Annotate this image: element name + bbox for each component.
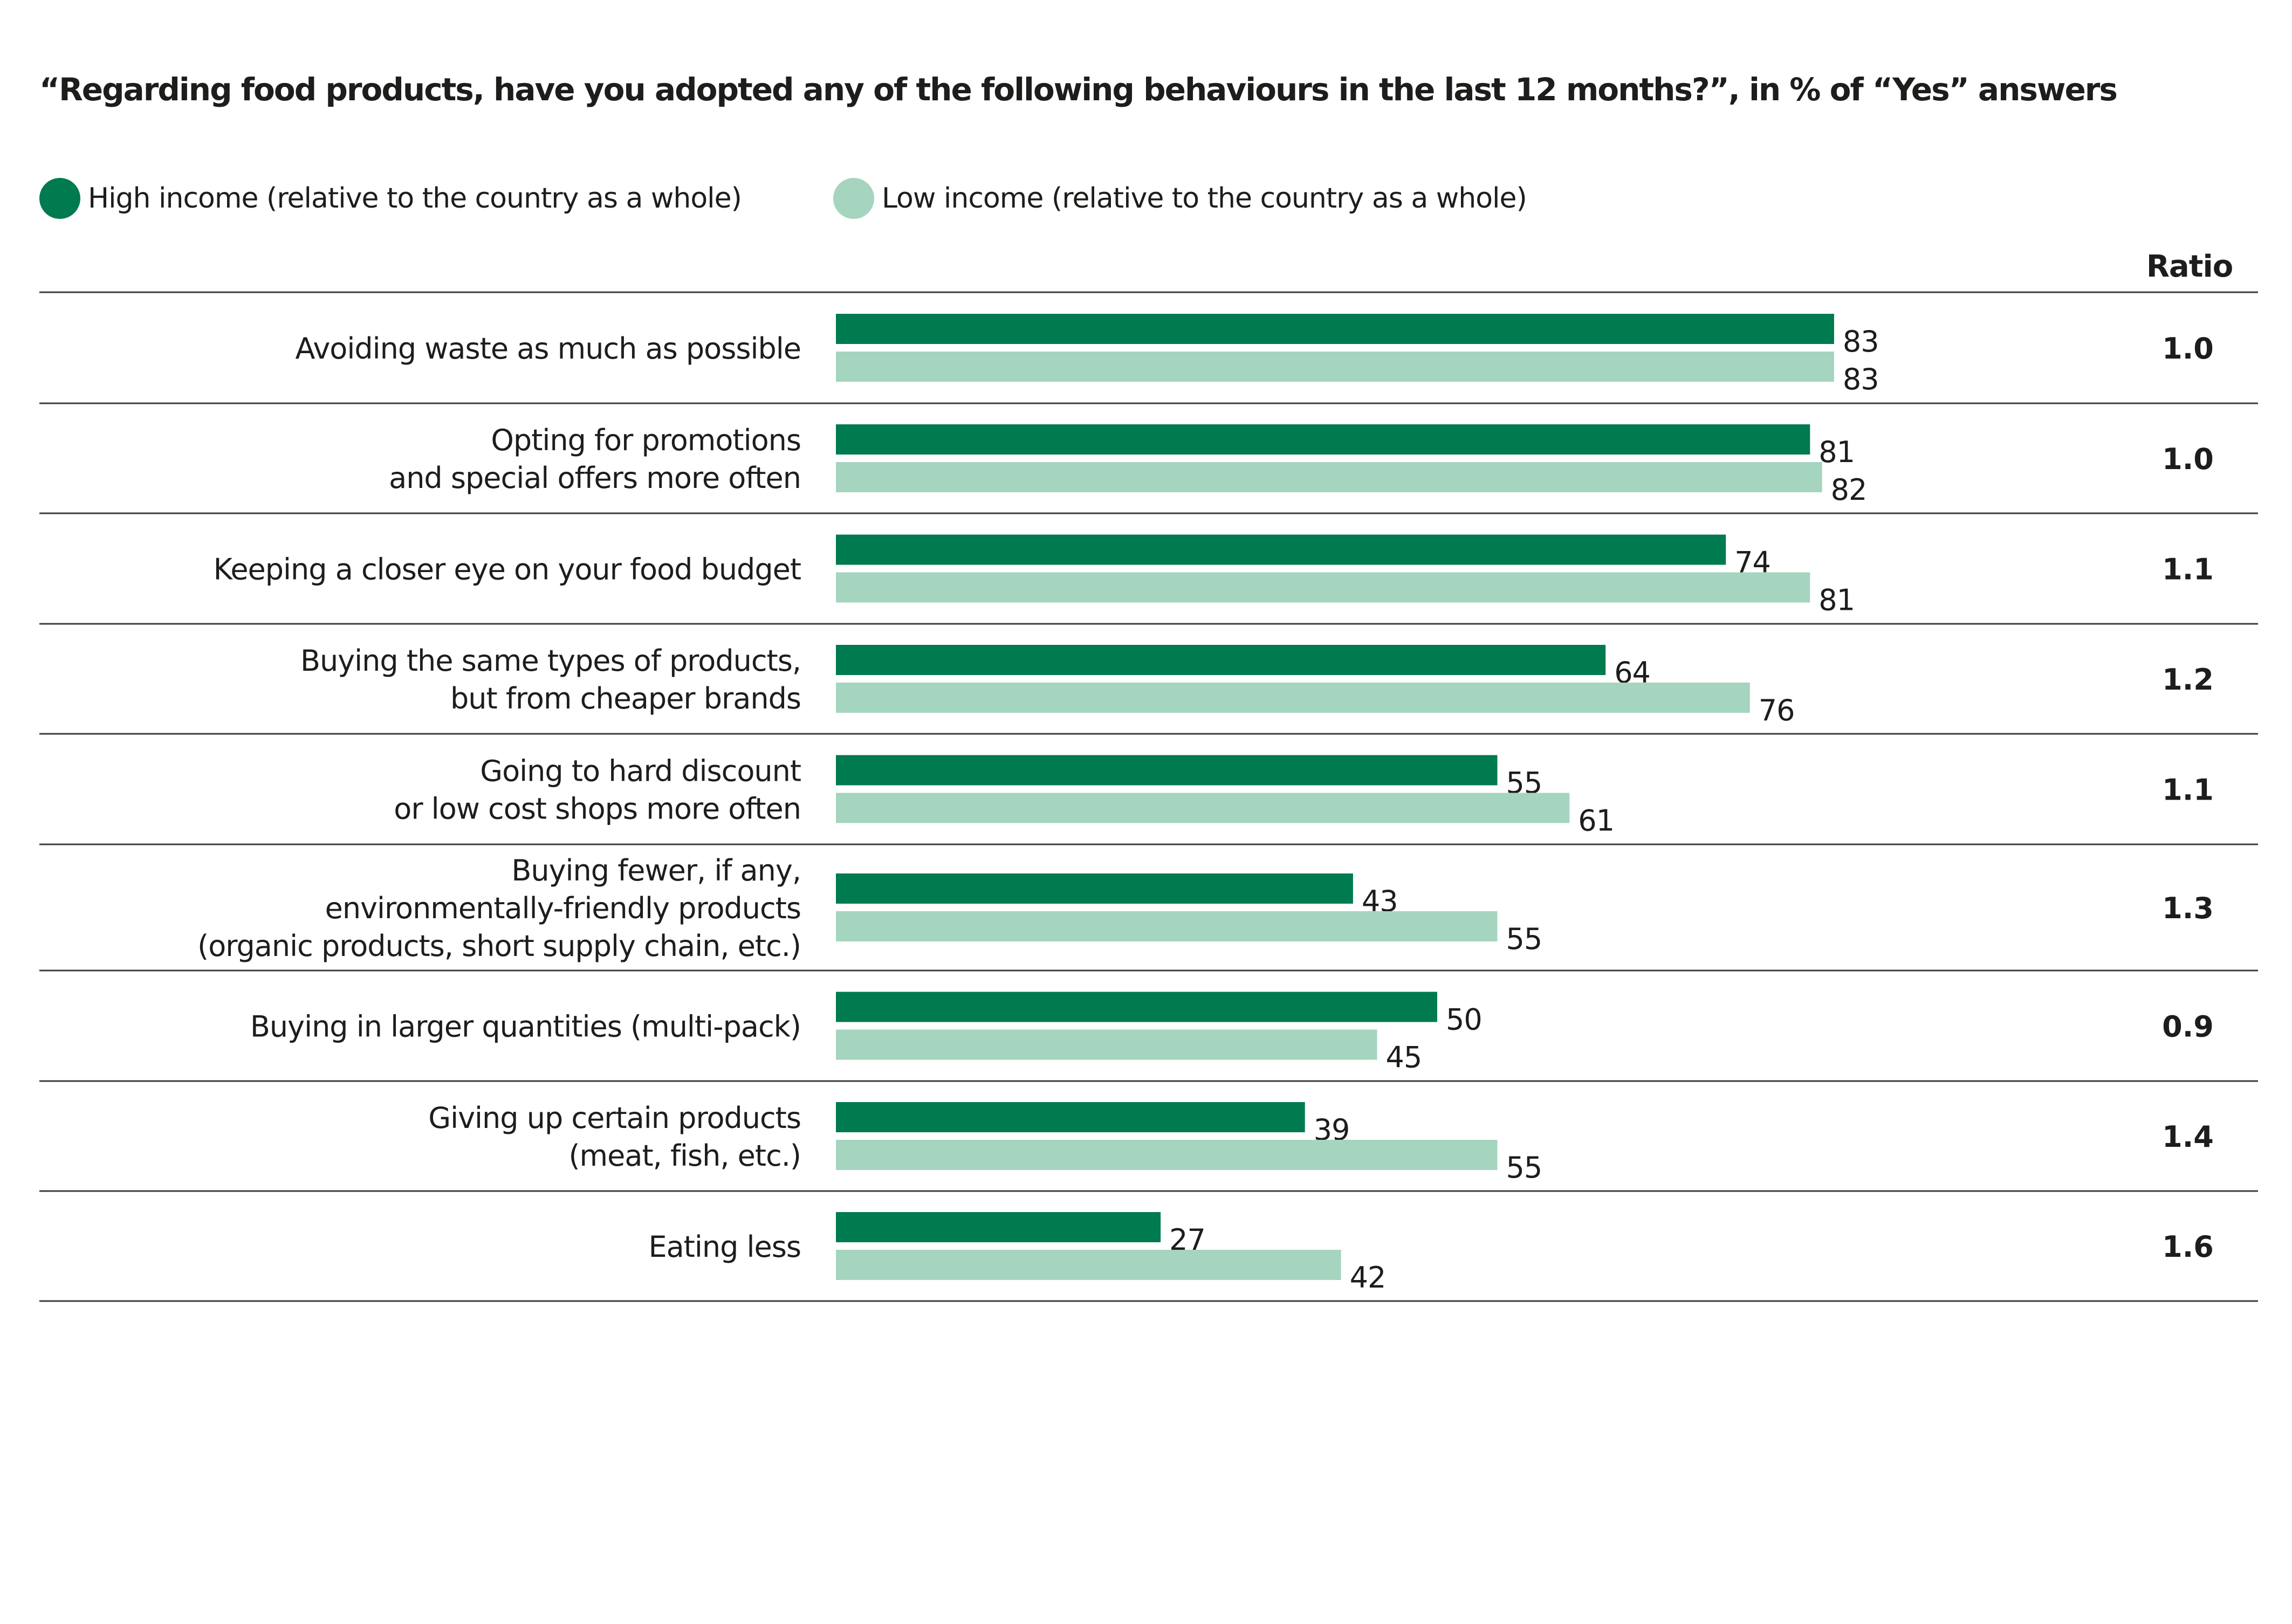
bar-low-income bbox=[836, 1250, 1341, 1280]
legend-label-high-income: High income (relative to the country as … bbox=[88, 182, 742, 215]
bar-high-income bbox=[836, 314, 1834, 344]
category-label: Buying in larger quantities (multi-pack) bbox=[250, 1010, 801, 1044]
category-label: environmentally-friendly products bbox=[325, 891, 801, 925]
category-label: Avoiding waste as much as possible bbox=[296, 332, 801, 366]
ratio-value: 0.9 bbox=[2162, 1010, 2214, 1044]
chart-title: “Regarding food products, have you adopt… bbox=[39, 71, 2118, 108]
category-label: and special offers more often bbox=[389, 461, 801, 495]
ratio-value: 1.2 bbox=[2162, 663, 2214, 697]
bar-low-income bbox=[836, 462, 1822, 492]
legend-swatch-low-income bbox=[833, 178, 874, 219]
value-label-low-income: 61 bbox=[1578, 804, 1614, 838]
bar-low-income bbox=[836, 793, 1570, 823]
ratio-column-header: Ratio bbox=[2146, 249, 2233, 284]
category-label: Going to hard discount bbox=[480, 754, 801, 788]
category-label: Keeping a closer eye on your food budget bbox=[214, 553, 801, 587]
bar-high-income bbox=[836, 534, 1726, 565]
category-label: or low cost shops more often bbox=[394, 792, 801, 826]
bar-low-income bbox=[836, 683, 1750, 713]
bar-low-income bbox=[836, 1140, 1498, 1170]
category-label: Eating less bbox=[648, 1230, 801, 1264]
category-label: (organic products, short supply chain, e… bbox=[197, 929, 801, 963]
legend-item-high-income: High income (relative to the country as … bbox=[39, 178, 742, 219]
ratio-value: 1.4 bbox=[2162, 1120, 2214, 1154]
value-label-low-income: 81 bbox=[1818, 583, 1855, 617]
ratio-value: 1.0 bbox=[2162, 442, 2214, 476]
bar-high-income bbox=[836, 992, 1437, 1022]
bar-low-income bbox=[836, 572, 1810, 603]
value-label-low-income: 82 bbox=[1831, 473, 1867, 507]
category-label: Buying the same types of products, bbox=[300, 644, 801, 678]
value-label-low-income: 83 bbox=[1843, 362, 1879, 396]
legend-label-low-income: Low income (relative to the country as a… bbox=[882, 182, 1527, 215]
bar-high-income bbox=[836, 424, 1810, 455]
ratio-value: 1.0 bbox=[2162, 332, 2214, 366]
bar-high-income bbox=[836, 645, 1606, 675]
ratio-value: 1.1 bbox=[2162, 773, 2214, 807]
bar-low-income bbox=[836, 352, 1834, 382]
value-label-low-income: 76 bbox=[1759, 693, 1795, 727]
bar-low-income bbox=[836, 911, 1498, 941]
value-label-low-income: 42 bbox=[1350, 1261, 1386, 1295]
category-label: but from cheaper brands bbox=[450, 682, 801, 715]
category-label: Buying fewer, if any, bbox=[511, 854, 801, 887]
value-label-low-income: 55 bbox=[1506, 1151, 1542, 1185]
category-label: Giving up certain products bbox=[428, 1101, 801, 1135]
legend-item-low-income: Low income (relative to the country as a… bbox=[833, 178, 1527, 219]
bar-high-income bbox=[836, 1102, 1305, 1132]
bar-high-income bbox=[836, 755, 1498, 786]
ratio-value: 1.3 bbox=[2162, 891, 2214, 925]
bar-low-income bbox=[836, 1029, 1377, 1060]
category-label: Opting for promotions bbox=[491, 423, 801, 457]
value-label-high-income: 83 bbox=[1843, 325, 1879, 359]
ratio-value: 1.1 bbox=[2162, 553, 2214, 587]
value-label-high-income: 81 bbox=[1818, 435, 1855, 469]
value-label-low-income: 55 bbox=[1506, 922, 1542, 956]
value-label-low-income: 45 bbox=[1386, 1041, 1422, 1075]
bar-high-income bbox=[836, 1212, 1161, 1242]
legend-swatch-high-income bbox=[39, 178, 80, 219]
value-label-high-income: 50 bbox=[1446, 1003, 1482, 1037]
ratio-value: 1.6 bbox=[2162, 1230, 2214, 1264]
bar-high-income bbox=[836, 873, 1353, 904]
category-label: (meat, fish, etc.) bbox=[568, 1139, 801, 1173]
